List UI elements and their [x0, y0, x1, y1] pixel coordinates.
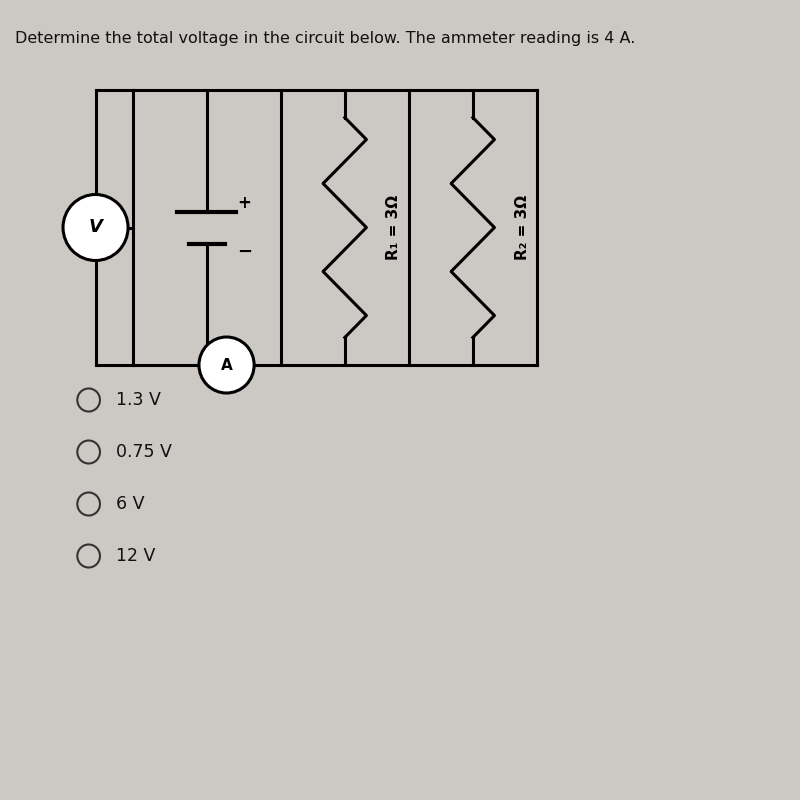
- Text: 1.3 V: 1.3 V: [116, 391, 161, 409]
- Text: 0.75 V: 0.75 V: [116, 443, 172, 461]
- Text: +: +: [238, 194, 251, 213]
- Circle shape: [63, 194, 128, 261]
- Text: 6 V: 6 V: [116, 495, 145, 513]
- Text: A: A: [221, 358, 233, 373]
- Text: 12 V: 12 V: [116, 547, 156, 565]
- Circle shape: [199, 337, 254, 393]
- Text: R₂ = 3Ω: R₂ = 3Ω: [514, 195, 530, 260]
- Text: R₁ = 3Ω: R₁ = 3Ω: [386, 195, 402, 260]
- Text: −: −: [237, 242, 252, 261]
- Text: Determine the total voltage in the circuit below. The ammeter reading is 4 A.: Determine the total voltage in the circu…: [14, 30, 635, 46]
- Text: V: V: [89, 218, 102, 237]
